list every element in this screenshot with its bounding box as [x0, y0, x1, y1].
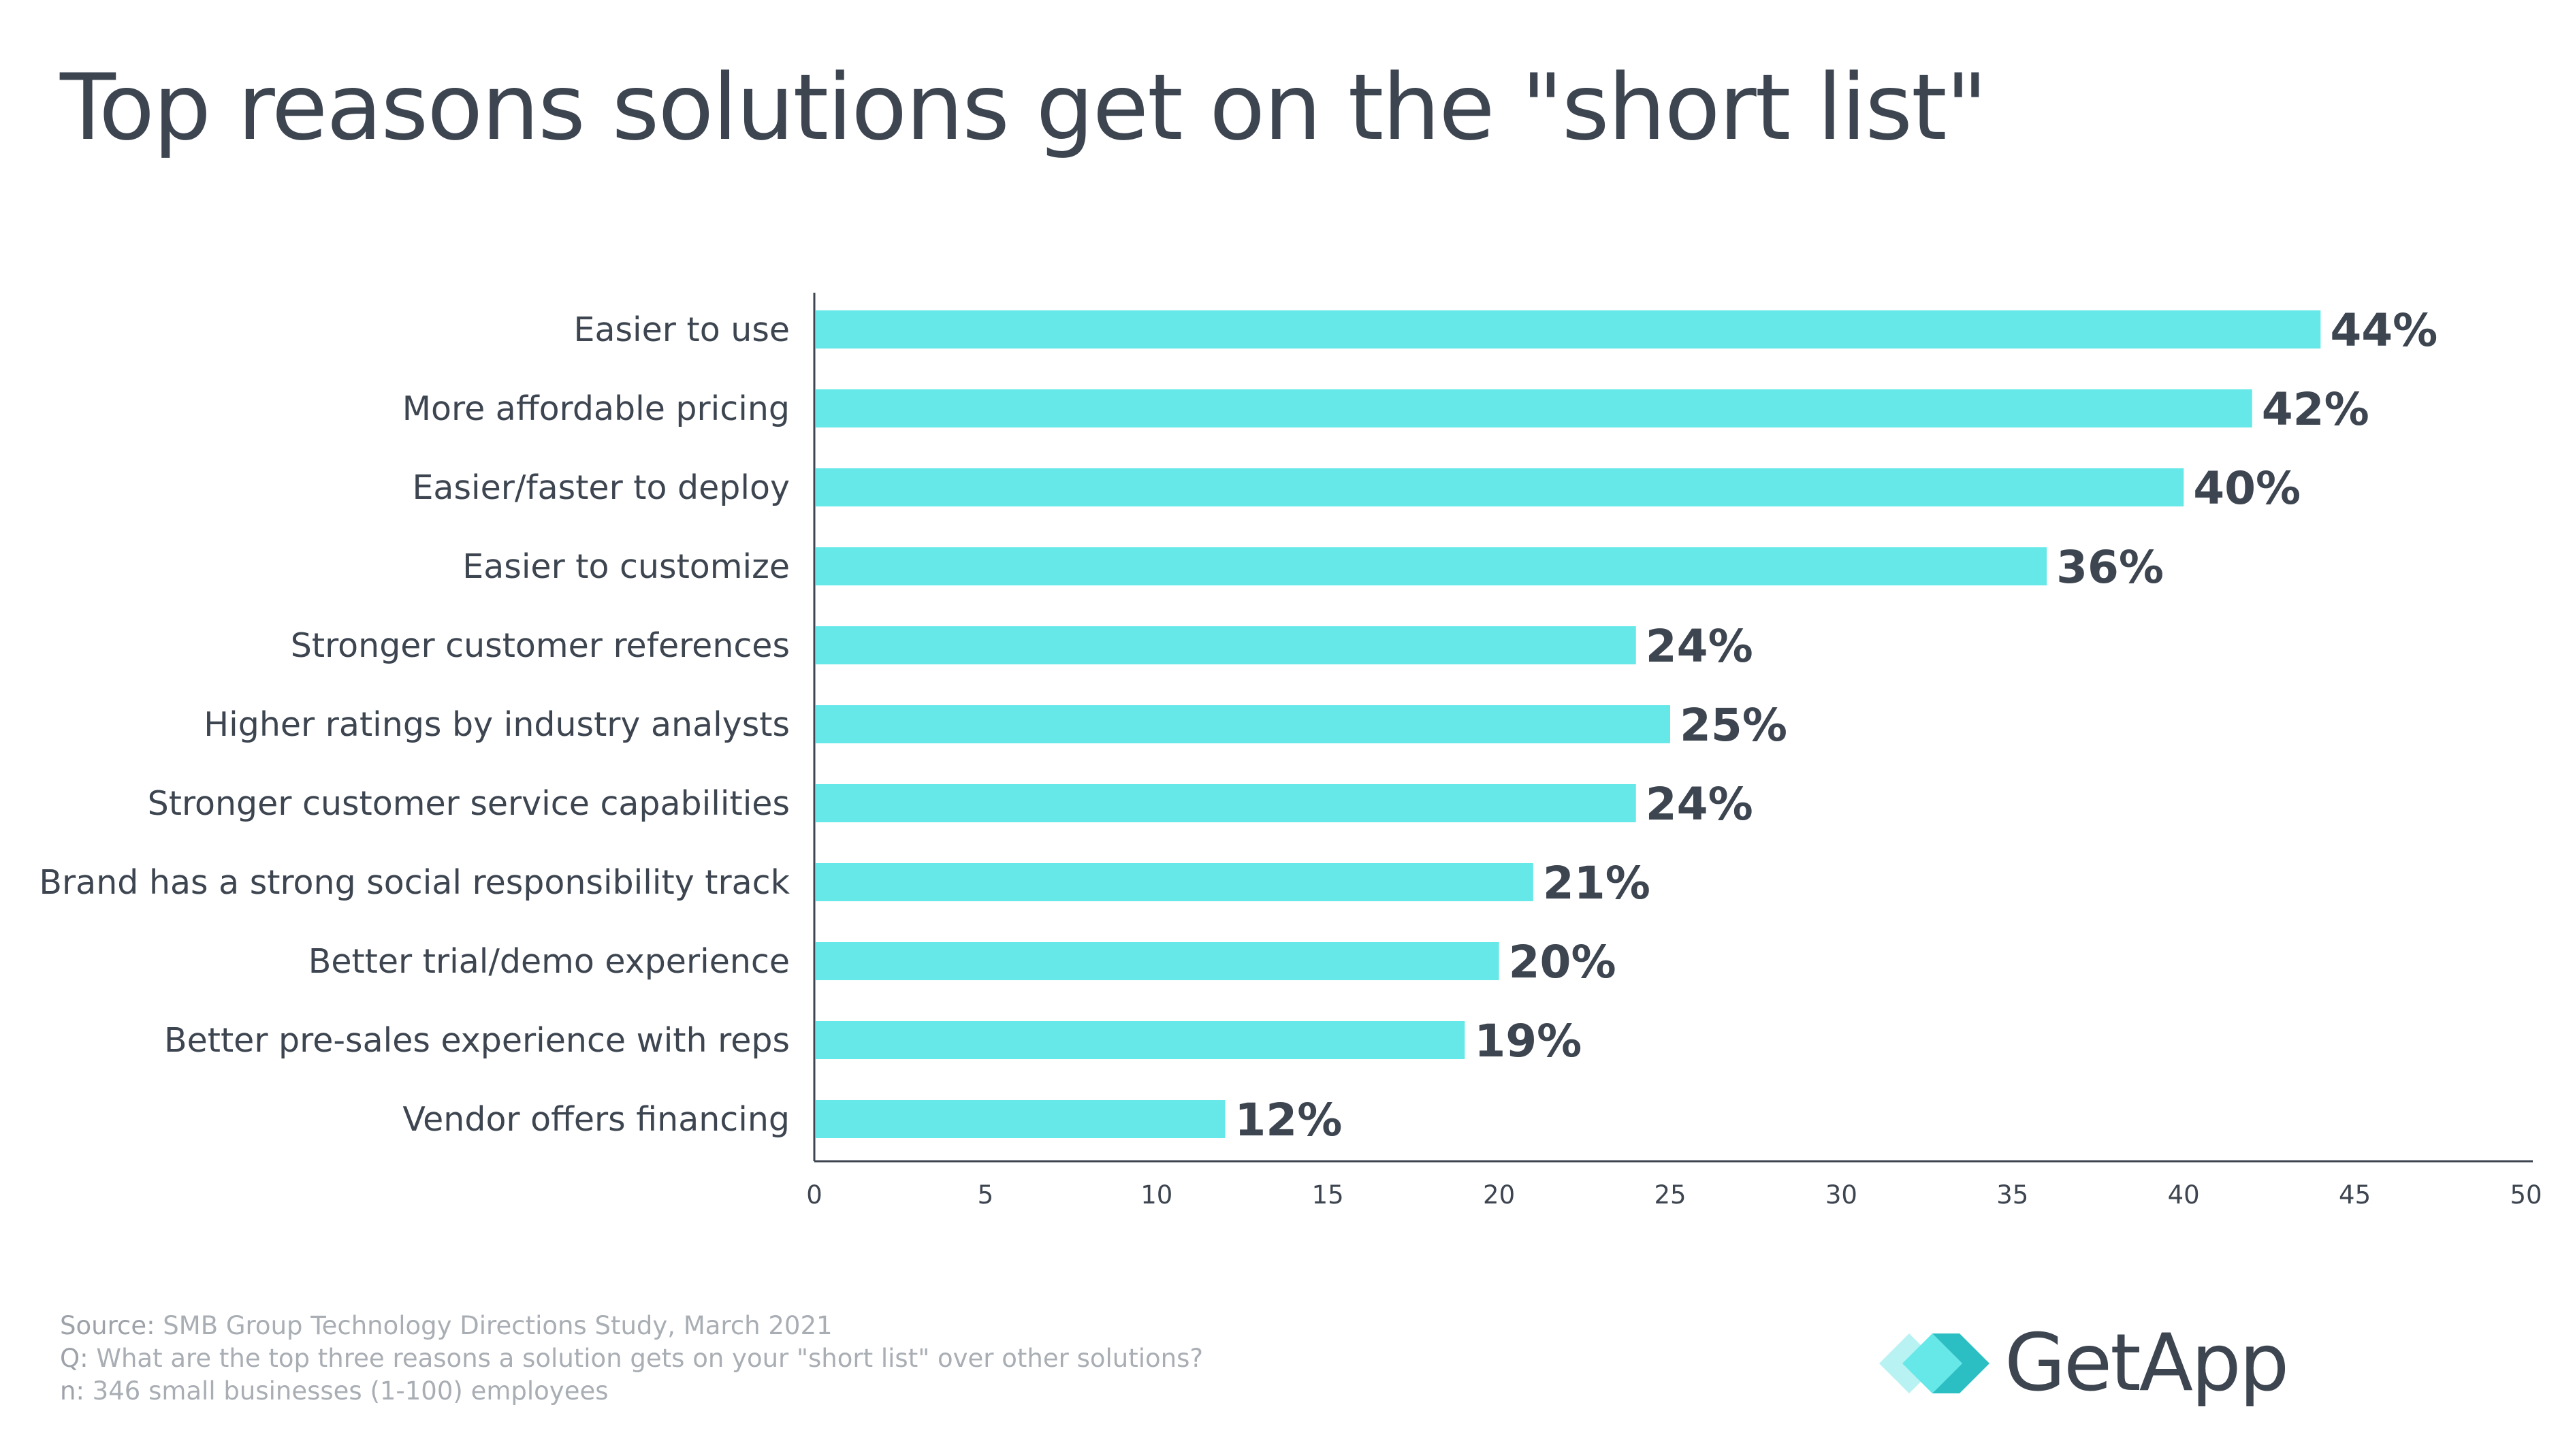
- bar: [816, 389, 2252, 427]
- bar: [816, 626, 1636, 664]
- x-tick-label: 30: [1825, 1180, 1857, 1210]
- category-label: Easier to customize: [462, 547, 790, 586]
- category-label: Better pre-sales experience with reps: [164, 1021, 790, 1060]
- x-tick-label: 0: [806, 1180, 822, 1210]
- bar: [816, 705, 1670, 743]
- bar: [816, 942, 1499, 980]
- category-label: Stronger customer service capabilities: [148, 784, 790, 823]
- bar: [816, 468, 2184, 506]
- bar: [816, 784, 1636, 822]
- data-label: 36%: [2056, 541, 2164, 594]
- category-label: Better trial/demo experience: [308, 942, 790, 981]
- x-tick-label: 40: [2168, 1180, 2200, 1210]
- bar: [816, 863, 1533, 901]
- x-tick-label: 25: [1654, 1180, 1686, 1210]
- bar: [816, 1100, 1226, 1138]
- sample-key: n:: [60, 1376, 84, 1406]
- data-label: 19%: [1474, 1015, 1582, 1067]
- x-tick-label: 50: [2510, 1180, 2542, 1210]
- source-key: Source:: [60, 1311, 155, 1340]
- x-tick-label: 10: [1140, 1180, 1172, 1210]
- category-label: Brand has a strong social responsibility…: [39, 863, 790, 902]
- data-label: 42%: [2262, 383, 2369, 436]
- data-label: 25%: [1680, 699, 1787, 751]
- question-key: Q:: [60, 1344, 89, 1373]
- x-tick-label: 20: [1483, 1180, 1515, 1210]
- data-label: 40%: [2193, 462, 2301, 515]
- x-tick-label: 5: [978, 1180, 994, 1210]
- getapp-logo: GetApp: [1879, 1317, 2289, 1409]
- category-label: Stronger customer references: [291, 626, 790, 665]
- data-label: 12%: [1234, 1094, 1342, 1146]
- data-labels: 44% 42% 40% 36% 24% 25% 24% 21% 20% 19% 12%: [1234, 304, 2437, 1146]
- chart-title: Top reasons solutions get on the "short …: [60, 54, 1987, 161]
- category-label: Higher ratings by industry analysts: [204, 705, 790, 744]
- sample-text: 346 small businesses (1-100) employees: [84, 1376, 609, 1406]
- source-text: SMB Group Technology Directions Study, M…: [155, 1311, 833, 1340]
- data-label: 44%: [2330, 304, 2437, 357]
- bar-chart: Easier to use More affordable pricing Easi…: [39, 293, 2542, 1210]
- category-label: Vendor offers financing: [402, 1100, 790, 1139]
- bar: [816, 1021, 1465, 1059]
- question-note: Q: What are the top three reasons a solu…: [60, 1342, 1203, 1375]
- x-tick-label: 35: [1996, 1180, 2028, 1210]
- data-label: 24%: [1646, 620, 1753, 673]
- bar: [816, 310, 2321, 349]
- sample-note: n: 346 small businesses (1-100) employee…: [60, 1375, 1203, 1408]
- bars: [816, 310, 2321, 1138]
- getapp-chevrons-icon: [1879, 1333, 1989, 1393]
- data-label: 20%: [1509, 936, 1616, 988]
- category-label: Easier/faster to deploy: [412, 468, 790, 507]
- x-tick-label: 45: [2339, 1180, 2371, 1210]
- category-labels: Easier to use More affordable pricing Easi…: [39, 310, 790, 1139]
- x-axis-ticks: 0 5 10 15 20 25 30 35 40 45 50: [806, 1180, 2542, 1210]
- source-note: Source: SMB Group Technology Directions …: [60, 1310, 1203, 1342]
- category-label: More affordable pricing: [402, 389, 790, 428]
- footnotes: Source: SMB Group Technology Directions …: [60, 1310, 1203, 1408]
- axes: [813, 293, 2533, 1163]
- question-text: What are the top three reasons a solutio…: [88, 1344, 1204, 1373]
- bar: [816, 547, 2047, 585]
- data-label: 21%: [1543, 857, 1650, 909]
- logo-wordmark: GetApp: [2004, 1317, 2289, 1409]
- data-label: 24%: [1646, 778, 1753, 830]
- x-tick-label: 15: [1312, 1180, 1344, 1210]
- category-label: Easier to use: [574, 310, 790, 349]
